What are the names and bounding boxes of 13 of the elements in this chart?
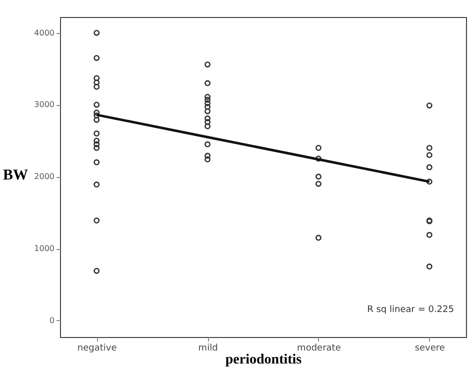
x-tick-label: negative <box>77 344 118 354</box>
line-series <box>95 114 431 183</box>
x-tick-label: moderate <box>297 344 342 354</box>
y-tick-label: 3000 <box>34 100 54 110</box>
x-tick-label: mild <box>198 344 218 354</box>
y-tick-label: 4000 <box>34 28 54 38</box>
x-tick-label: severe <box>414 344 446 354</box>
y-tick-label: 1000 <box>34 244 54 254</box>
y-axis-title: BW <box>2 168 28 184</box>
y-tick-label: 2000 <box>34 172 54 182</box>
annotation: R sq linear = 0.225 <box>367 305 454 315</box>
y-tick-label: 0 <box>49 316 54 325</box>
x-axis-title: periodontitis <box>225 352 302 368</box>
